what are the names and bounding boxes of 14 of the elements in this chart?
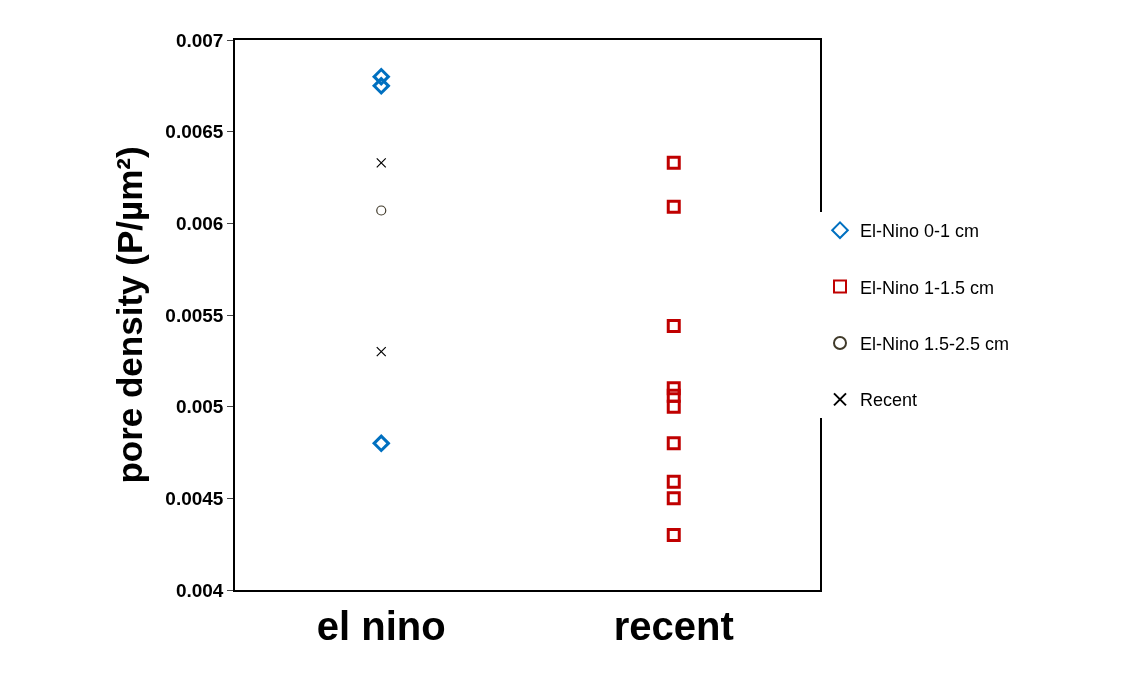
x-tick-label: recent: [613, 603, 734, 648]
y-tick-label: 0.007: [175, 29, 224, 51]
y-tick-label: 0.0055: [165, 304, 224, 326]
y-tick-label: 0.004: [175, 579, 224, 601]
y-tick-label: 0.0065: [165, 121, 224, 143]
y-tick-label: 0.005: [175, 396, 224, 418]
legend-label: El-Nino 0-1 cm: [860, 221, 980, 242]
legend-label: Recent: [860, 390, 918, 411]
y-tick-label: 0.006: [175, 212, 224, 234]
x-tick-label: el nino: [316, 603, 446, 648]
legend-label: El-Nino 1.5-2.5 cm: [860, 334, 1010, 355]
y-axis-title: pore density (P/µm²): [110, 146, 150, 484]
legend-label: El-Nino 1-1.5 cm: [860, 277, 995, 298]
y-tick-label: 0.0045: [165, 487, 224, 509]
